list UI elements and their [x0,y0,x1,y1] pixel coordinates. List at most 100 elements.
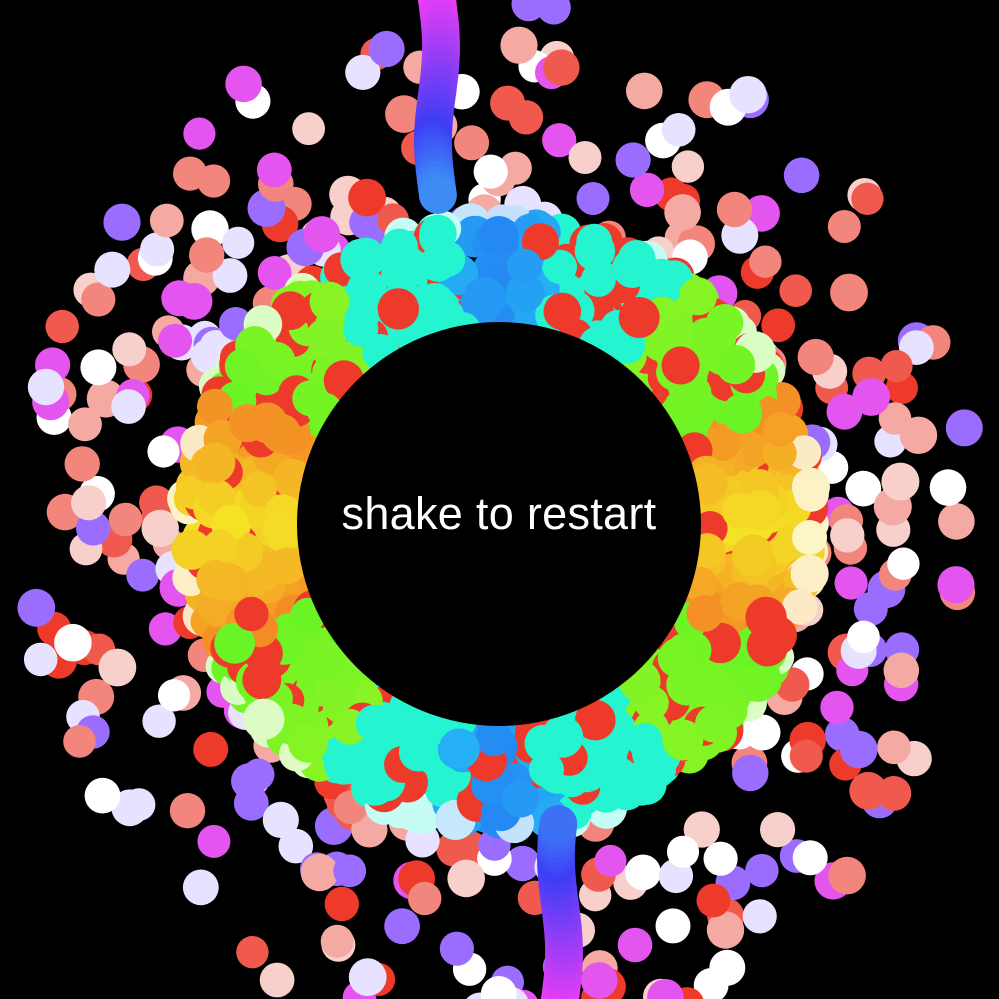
particle-dot [68,407,102,442]
particle-dot [830,273,868,312]
particle-dot [169,793,206,829]
particle-dot [408,881,442,916]
particle-dot [122,788,156,821]
particle-dot [618,297,660,338]
particle-dot [749,245,782,278]
particle-dot [507,248,543,284]
particle-dot [541,715,584,758]
particle-dot [475,719,513,757]
particle-dot [745,853,779,888]
particle-dot [243,698,285,740]
particle-dot [504,845,541,882]
particle-dot [348,958,387,997]
particle-dot [340,238,382,281]
particle-dot [849,771,888,810]
particle-dot [345,54,381,90]
particle-dot [722,393,763,434]
particle-dot [225,65,262,103]
particle-dot [183,117,216,150]
particle-dot [234,596,269,632]
particle-dot [224,348,261,385]
particle-dot [17,588,56,627]
particle-dot [834,566,868,600]
particle-dot [830,518,865,553]
particle-dot [580,962,618,999]
particle-dot [214,622,256,664]
particle-dot [845,470,882,507]
particle-dot [793,476,829,512]
particle-dot [191,210,229,248]
particle-dot [574,230,616,271]
particle-dot [262,801,299,839]
particle-dot [638,750,677,789]
particle-dot [439,931,474,966]
particle-dot [732,754,769,792]
particle-dot [729,76,767,114]
particle-dot [581,262,616,297]
particle-dot [629,172,665,208]
particle-dot [142,704,176,738]
particle-dot [309,643,348,682]
particle-dot [877,730,911,765]
particle-dot [703,423,742,461]
particle-dot [715,344,756,385]
particle-dot [612,248,652,288]
particle-dot [175,283,213,320]
particle-dot [792,840,828,876]
particle-dot [703,841,738,876]
particle-dot [887,547,920,580]
particle-dot [881,462,920,501]
particle-dot [197,824,231,858]
particle-dot [705,304,744,342]
particle-dot [542,249,577,285]
particle-dot [696,883,731,918]
particle-dot [355,704,393,743]
particle-dot [938,503,975,540]
particle-dot [929,469,967,506]
particle-dot [385,95,423,133]
particle-dot [98,648,137,687]
particle-dot [598,757,639,798]
particle-dot [64,446,100,482]
particle-dot [664,194,701,231]
particle-dot [851,182,884,215]
particle-dot [655,908,691,944]
particle-dot [189,237,225,273]
particle-dot [852,378,891,416]
particle-dot [292,112,325,146]
particle-dot [671,150,705,183]
particle-dot [257,256,292,290]
particle-dot [268,547,306,585]
particle-dot [193,731,229,767]
particle-dot [786,435,822,470]
particle-dot [147,435,180,468]
particle-dot [438,728,480,770]
particle-dot [342,311,379,347]
particle-dot [323,744,365,785]
particle-dot [779,274,812,308]
restart-prompt-circle: shake to restart [297,322,701,726]
particle-dot [505,273,545,312]
particle-dot [112,332,147,367]
particle-dot [103,203,141,241]
particle-dot [668,385,705,422]
particle-dot [398,732,438,772]
particle-dot [196,559,236,599]
particle-dot [309,281,350,322]
particle-dot [782,589,818,625]
particle-dot [478,216,519,256]
particle-dot [853,591,888,626]
particle-dot [63,725,96,758]
particle-dot [661,346,700,385]
particle-dot [418,176,457,214]
particle-dot [108,502,143,537]
particle-dot [333,854,367,888]
particle-dot [742,899,777,934]
particle-dot [627,723,663,759]
particle-dot [828,856,866,895]
particle-dot [539,805,578,843]
particle-dot [241,471,277,507]
particle-dot [195,442,236,483]
